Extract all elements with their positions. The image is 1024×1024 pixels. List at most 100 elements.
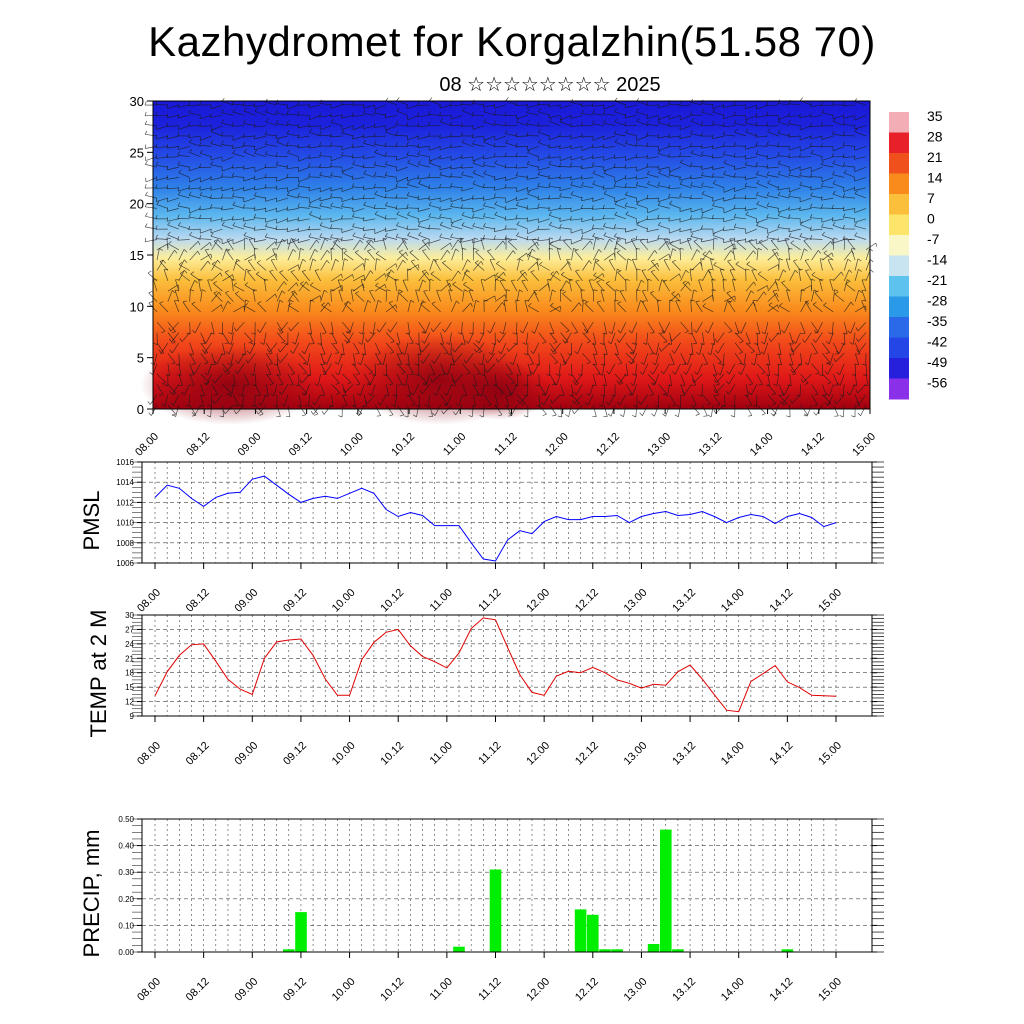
wind-barb <box>200 228 212 234</box>
wind-barb <box>581 104 594 107</box>
wind-barb <box>422 384 430 395</box>
wind-barb <box>827 394 834 406</box>
wind-barb <box>156 243 168 251</box>
wind-barb-flag <box>483 223 486 227</box>
wind-barb <box>702 208 714 214</box>
wind-barb-flag <box>839 415 844 418</box>
wind-barb-flag <box>624 121 627 126</box>
wind-barb <box>568 404 572 417</box>
wind-barb-flag <box>690 194 692 199</box>
wind-barb-flag <box>441 410 444 415</box>
wind-barb-flag <box>341 151 344 156</box>
wind-barb <box>341 104 354 106</box>
heatmap-hot-spot-1 <box>140 345 320 425</box>
wind-barb-flag <box>766 234 770 238</box>
wind-barb-flag <box>227 393 232 397</box>
wind-barb <box>483 104 496 108</box>
wind-barb-flag <box>575 269 580 272</box>
wind-barb <box>745 394 753 406</box>
wind-barb-flag <box>333 342 338 345</box>
wind-barb <box>728 373 736 385</box>
wind-barb-flag <box>574 350 578 355</box>
wind-barb <box>799 236 812 240</box>
wind-barb <box>631 259 638 271</box>
wind-barb-flag <box>335 382 340 385</box>
wind-barb <box>235 321 245 332</box>
wind-barb-flag <box>409 342 414 345</box>
wind-barb-flag <box>144 237 147 242</box>
y-axis-label: TEMP at 2 M <box>86 610 111 738</box>
wind-barb <box>822 241 832 251</box>
wind-barb <box>756 218 768 224</box>
colorbar-swatch <box>889 153 909 174</box>
wind-barb <box>494 240 504 251</box>
x-tick-label: 09.12 <box>281 740 309 768</box>
wind-barb-flag <box>342 247 347 250</box>
wind-barb-flag <box>631 373 636 376</box>
wind-barb <box>636 300 641 313</box>
wind-barb-flag <box>256 394 261 396</box>
wind-barb-flag <box>536 405 541 407</box>
wind-barb-flag <box>447 249 450 254</box>
wind-barb-flag <box>172 414 176 417</box>
wind-barb-flag <box>221 193 224 198</box>
wind-barb <box>592 208 605 210</box>
wind-barb-flag <box>351 154 354 159</box>
wind-barb <box>693 373 703 383</box>
wind-barb-flag <box>148 290 153 294</box>
wind-barb-flag <box>786 415 791 418</box>
wind-barb-flag <box>422 269 427 272</box>
wind-barb-flag <box>346 330 350 334</box>
wind-barb <box>690 299 692 312</box>
wind-barb-flag <box>535 384 540 387</box>
wind-barb-flag <box>221 131 224 137</box>
wind-barb <box>420 303 430 313</box>
wind-barb <box>527 262 537 271</box>
wind-barb <box>821 112 834 116</box>
wind-barb-flag <box>777 237 779 242</box>
wind-barb <box>265 144 278 147</box>
wind-barb <box>254 187 267 191</box>
wind-barb <box>756 285 768 292</box>
wind-barb-flag <box>592 170 596 174</box>
wind-barb <box>363 166 376 169</box>
wind-barb-flag <box>210 203 213 208</box>
wind-barb-flag <box>586 340 591 344</box>
wind-barb <box>850 322 856 334</box>
wind-barb <box>385 263 397 271</box>
y-tick-label: 0.20 <box>118 895 134 904</box>
wind-barb-flag <box>502 240 506 245</box>
wind-barb <box>352 394 356 407</box>
wind-barb-flag <box>162 259 166 264</box>
wind-barb <box>431 303 441 313</box>
wind-barb-flag <box>772 248 777 251</box>
wind-barb <box>216 353 223 365</box>
x-tick-label: 10.12 <box>378 740 406 768</box>
wind-barb <box>235 262 245 271</box>
wind-barb-flag <box>487 330 491 334</box>
wind-barb <box>276 332 286 342</box>
x-tick-label: 13.12 <box>670 976 698 1004</box>
wind-barb-flag <box>352 160 355 165</box>
wind-barb-flag <box>424 404 429 407</box>
wind-barb-flag <box>531 248 536 252</box>
wind-barb-flag <box>854 128 858 132</box>
wind-barb <box>323 404 332 415</box>
wind-barb <box>385 363 388 376</box>
wind-barb-flag <box>620 290 625 292</box>
wind-barb <box>570 208 583 212</box>
wind-barb <box>669 373 673 386</box>
wind-barb <box>404 342 409 355</box>
wind-barb <box>385 100 398 106</box>
wind-barb-flag <box>466 269 470 273</box>
wind-barb-flag <box>210 175 212 181</box>
wind-barb <box>425 322 431 334</box>
wind-barb-flag <box>226 248 231 251</box>
wind-barb-flag <box>549 237 554 240</box>
wind-barb <box>657 153 670 158</box>
wind-barb <box>560 384 565 396</box>
wind-barb-flag <box>503 299 508 302</box>
wind-barb-flag <box>144 184 147 189</box>
wind-barb-flag <box>207 404 212 407</box>
wind-barb-flag <box>410 299 415 303</box>
